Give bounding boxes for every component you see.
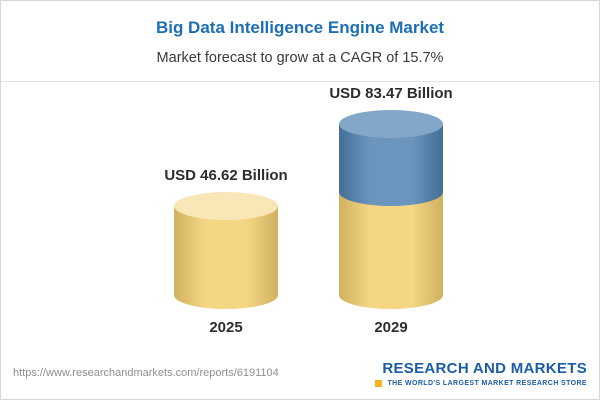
yellow-marker-icon bbox=[375, 379, 383, 387]
brand-tagline: THE WORLD'S LARGEST MARKET RESEARCH STOR… bbox=[387, 379, 587, 387]
footer: https://www.researchandmarkets.com/repor… bbox=[1, 347, 599, 399]
bar-2025: USD 46.62 Billion 2025 bbox=[164, 167, 287, 336]
brand-tagline-row: THE WORLD'S LARGEST MARKET RESEARCH STOR… bbox=[375, 379, 587, 387]
value-label-2029: USD 83.47 Billion bbox=[329, 85, 453, 102]
research-and-markets-logo: RESEARCH AND MARKETS THE WORLD'S LARGEST… bbox=[375, 360, 587, 387]
header-divider bbox=[1, 81, 599, 82]
cylinder-body-2025 bbox=[174, 205, 278, 309]
cylinder-top-2029 bbox=[339, 110, 443, 138]
chart-subtitle: Market forecast to grow at a CAGR of 15.… bbox=[156, 50, 444, 66]
brand-name: RESEARCH AND MARKETS bbox=[382, 359, 587, 377]
value-label-2025: USD 46.62 Billion bbox=[164, 166, 288, 184]
bar-2029: USD 83.47 Billion 2029 bbox=[329, 85, 452, 336]
report-url-link[interactable]: https://www.researchandmarkets.com/repor… bbox=[13, 367, 279, 379]
chart-header: Big Data Intelligence Engine Market Mark… bbox=[1, 1, 599, 66]
chart-title: Big Data Intelligence Engine Market bbox=[155, 18, 445, 37]
category-label-2025: 2025 bbox=[209, 319, 243, 336]
category-label-2029: 2029 bbox=[374, 319, 408, 336]
cylinder-bar-chart: USD 46.62 Billion 2025 USD 83.47 Billion… bbox=[1, 83, 599, 339]
base-segment-2029 bbox=[339, 191, 443, 309]
cylinder-top-2025 bbox=[174, 191, 278, 220]
